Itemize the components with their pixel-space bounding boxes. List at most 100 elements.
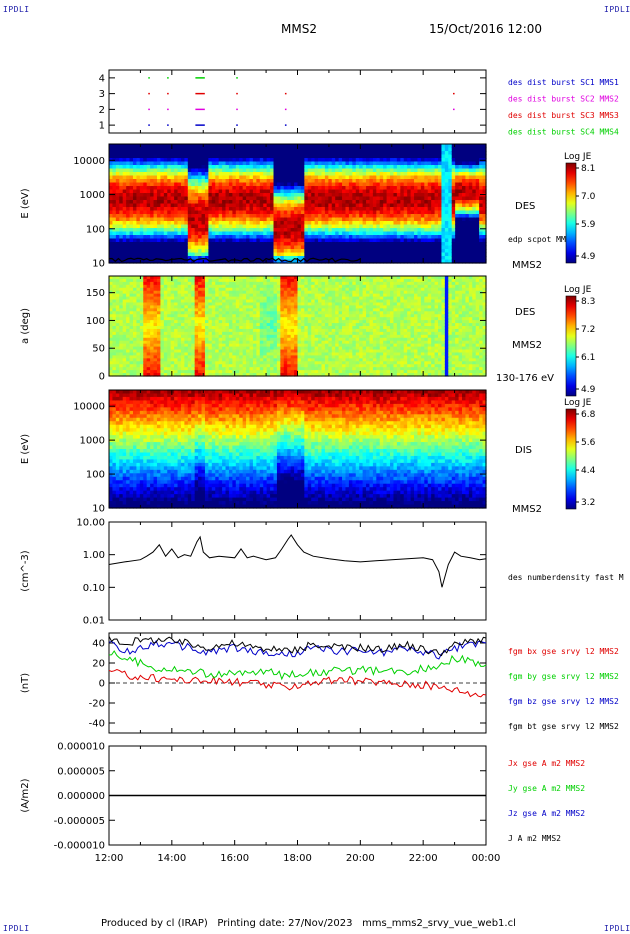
des_energy-cell [256,182,261,187]
des_energy-cell [263,147,268,152]
des_pitch-cell [150,281,155,286]
des_energy-cell [304,186,309,191]
des_energy-cell [191,182,196,187]
des_energy-cell [235,252,240,257]
des_energy-cell [184,172,189,177]
des_energy-cell [280,252,285,257]
des_pitch-cell [156,361,162,365]
des_pitch-cell [156,287,162,292]
des_pitch-cell [208,314,213,318]
des_energy-cell [366,193,371,198]
des_energy-cell [462,165,467,170]
des_energy-cell [287,147,292,152]
des_energy-cell [239,203,244,208]
des_pitch-cell [215,326,220,330]
des_pitch-cell [163,290,168,295]
des_energy-cell [420,175,425,180]
des_energy-cell [314,252,319,257]
des_energy-cell [211,154,216,159]
des_pitch-cell [163,364,168,368]
des_energy-cell [201,238,206,243]
des_energy-cell [468,151,473,156]
des_energy-cell [475,168,480,173]
des_pitch-cell [204,276,209,280]
des_energy-cell [434,235,439,240]
des_energy-cell [122,228,127,233]
des_energy-cell [393,238,398,243]
des_energy-cell [273,238,278,243]
des_energy-cell [184,217,189,222]
des_energy-cell [218,193,223,198]
des_energy-cell [294,189,299,194]
des_energy-cell [372,179,377,184]
des_energy-cell [403,200,408,205]
des_pitch-cell [150,323,155,327]
des_energy-cell [129,151,134,156]
des_energy-cell [300,210,305,215]
des_energy-cell [318,207,323,212]
des_energy-cell [458,168,463,173]
des_energy-cell [468,200,473,205]
des_energy-cell [455,172,460,177]
des_energy-cell [239,161,244,166]
des_energy-cell [441,161,446,166]
des_pitch-cell [153,361,158,365]
des_energy-cell [228,196,233,201]
des_energy-cell [270,165,275,170]
des_pitch-cell [126,337,131,342]
des_energy-cell [335,249,340,254]
des_pitch-cell [122,373,127,377]
des_energy-cell [355,207,360,212]
des_energy-cell [136,231,141,236]
des_energy-cell [369,245,374,250]
des_energy-cell [204,242,209,247]
des_energy-cell [427,249,432,254]
des_energy-cell [414,249,419,254]
des_energy-cell [311,151,316,156]
des_pitch-cell [132,352,138,357]
des_energy-cell [434,249,439,254]
des_energy-cell [170,151,175,156]
des_energy-cell [359,179,364,184]
des_pitch-cell [167,308,172,312]
des_energy-cell [338,214,343,219]
des_energy-cell [321,154,326,159]
des_energy-cell [167,256,172,261]
des_pitch-cell [177,349,182,354]
des_energy-cell [369,242,374,247]
des_energy-cell [153,203,158,208]
des_energy-cell [359,189,364,194]
des_energy-cell [109,238,114,243]
des_pitch-cell [184,337,189,342]
des_energy-cell [417,231,422,236]
des_energy-cell [352,224,357,229]
des_pitch-cell [187,370,192,374]
des_pitch-cell [153,367,158,371]
des_energy-cell [403,217,408,222]
des_pitch-cell [180,320,185,324]
des_energy-cell [290,224,295,229]
des_energy-cell [400,186,405,191]
des_energy-cell [324,165,329,170]
des_energy-cell [218,144,223,149]
des_energy-cell [458,238,463,243]
des_energy-cell [444,256,449,261]
des_energy-cell [441,193,446,198]
des_energy-cell [393,231,398,236]
des_pitch-cell [177,337,182,342]
des_energy-cell [462,224,467,229]
des_energy-cell [444,235,449,240]
des_energy-cell [122,172,127,177]
des_energy-cell [318,200,323,205]
des_energy-cell [383,221,388,226]
des_energy-cell [208,172,213,177]
des_energy-cell [222,238,227,243]
des_energy-cell [184,259,189,264]
des_energy-cell [331,210,336,215]
des_pitch-cell [156,293,162,298]
des_energy-cell [270,210,275,215]
des_energy-cell [472,210,477,215]
des_energy-cell [472,214,477,219]
des_pitch-cell [167,364,172,368]
des_energy-cell [204,172,209,177]
